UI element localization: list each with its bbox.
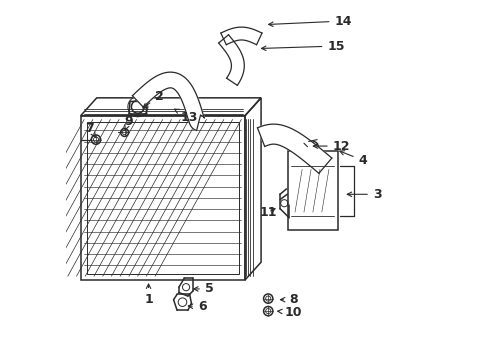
Text: 8: 8 bbox=[280, 293, 297, 306]
Text: 5: 5 bbox=[194, 283, 214, 296]
Text: 10: 10 bbox=[278, 306, 302, 319]
Text: 3: 3 bbox=[347, 188, 382, 201]
Polygon shape bbox=[132, 72, 204, 130]
Text: 7: 7 bbox=[85, 122, 96, 138]
Text: 4: 4 bbox=[340, 151, 368, 167]
Text: 13: 13 bbox=[174, 109, 198, 124]
Text: 12: 12 bbox=[313, 140, 350, 153]
Text: 11: 11 bbox=[260, 206, 277, 219]
Polygon shape bbox=[221, 27, 262, 45]
Polygon shape bbox=[257, 124, 332, 174]
Text: 1: 1 bbox=[144, 284, 153, 306]
Text: 15: 15 bbox=[262, 40, 345, 53]
Text: 6: 6 bbox=[188, 300, 206, 313]
Text: 2: 2 bbox=[143, 90, 164, 108]
Text: 9: 9 bbox=[124, 114, 133, 130]
Text: 14: 14 bbox=[269, 14, 352, 27]
Polygon shape bbox=[219, 35, 245, 85]
